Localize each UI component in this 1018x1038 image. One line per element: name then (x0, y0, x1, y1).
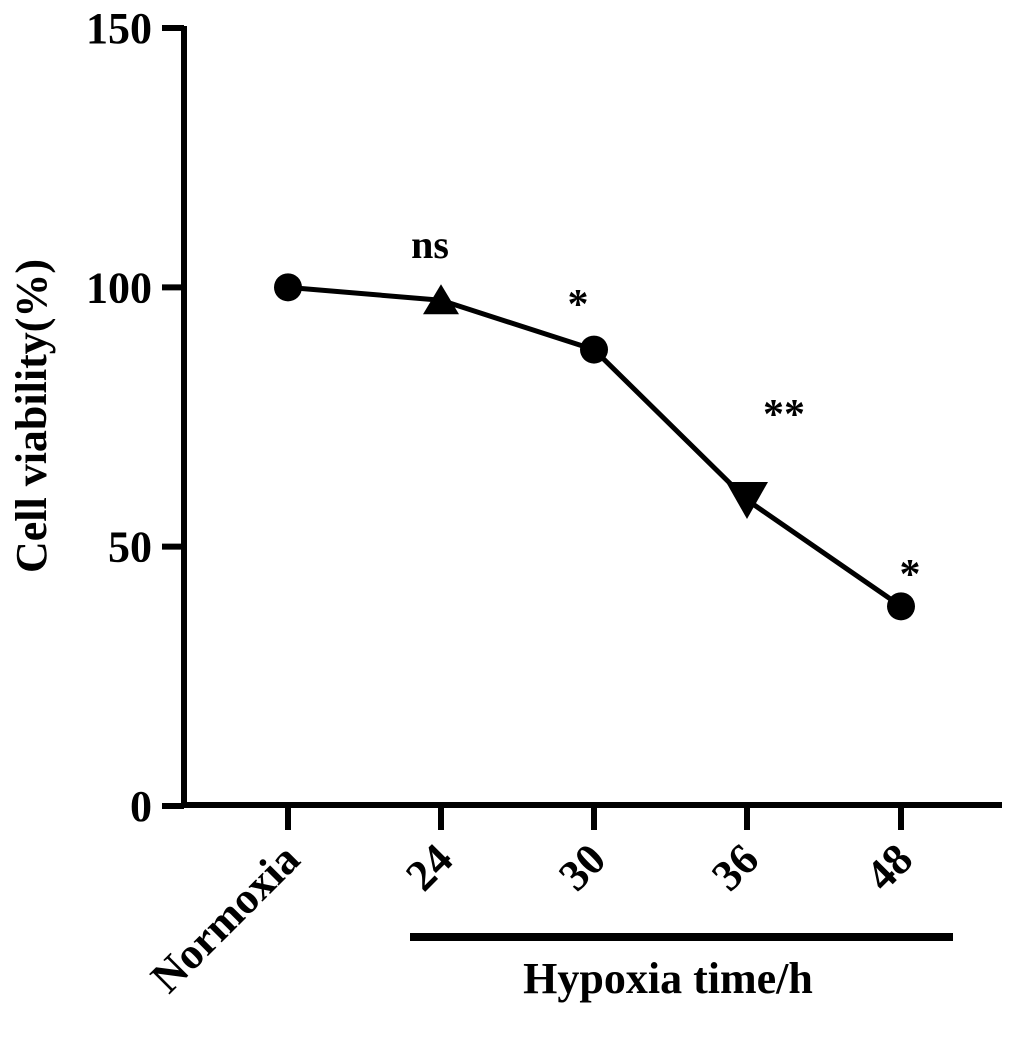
data-point-triangle-up (423, 284, 459, 315)
x-tick-label: Normoxia (141, 834, 309, 1002)
data-point-triangle-down (726, 481, 768, 519)
y-axis-label: Cell viability(%) (7, 259, 56, 573)
y-tick-label: 0 (130, 782, 152, 831)
significance-label: * (568, 282, 589, 328)
significance-label: ns (411, 222, 449, 267)
x-tick-label: 36 (702, 834, 768, 900)
x-tick-label: 48 (856, 834, 922, 900)
data-point-circle (580, 335, 608, 364)
x-tick-label: 30 (549, 834, 615, 900)
x-tick-label: 24 (396, 834, 462, 900)
data-point-circle (887, 592, 915, 621)
significance-label: * (900, 552, 921, 598)
y-tick-label: 150 (86, 4, 152, 53)
y-ticks: 0 50 100 150 (86, 4, 184, 831)
group-label: Hypoxia time/h (523, 954, 813, 1003)
y-tick-label: 100 (86, 263, 152, 312)
significance-annotations: ns**** (411, 222, 920, 598)
y-tick-label: 50 (108, 523, 152, 572)
data-point-circle (274, 273, 302, 302)
significance-label: ** (763, 392, 805, 438)
series-line (287, 284, 903, 609)
series (274, 273, 915, 621)
axes (181, 26, 1002, 808)
